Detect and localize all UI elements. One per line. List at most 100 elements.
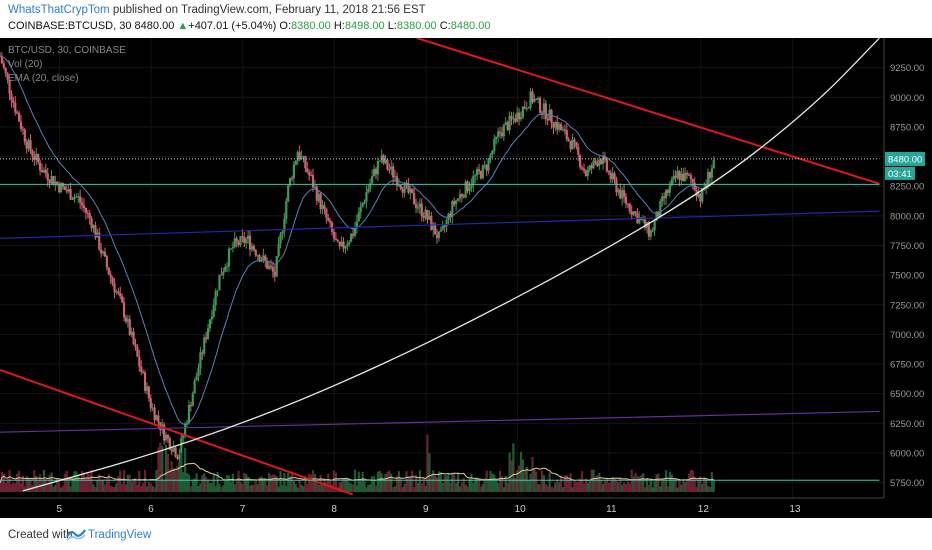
candle-body bbox=[453, 201, 456, 205]
candle-body bbox=[351, 233, 355, 236]
open-label: O: bbox=[279, 20, 292, 32]
volume-bar bbox=[321, 485, 324, 492]
volume-bar bbox=[92, 484, 95, 492]
candle-body bbox=[100, 249, 103, 254]
candle-body bbox=[434, 223, 437, 235]
volume-bar bbox=[476, 477, 479, 492]
candle-body bbox=[481, 165, 484, 179]
volume-bar bbox=[262, 478, 265, 492]
volume-bar bbox=[693, 476, 696, 492]
tradingview-brand[interactable]: TradingView bbox=[88, 529, 152, 541]
volume-bar bbox=[647, 484, 650, 492]
candle-body bbox=[489, 154, 492, 159]
last-price: 8480.00 bbox=[134, 20, 175, 32]
volume-bar bbox=[302, 486, 305, 492]
candle-body bbox=[342, 241, 345, 249]
candle-body bbox=[38, 162, 42, 171]
volume-bar bbox=[254, 478, 257, 492]
candle-body bbox=[77, 196, 80, 198]
candle-body bbox=[466, 181, 469, 192]
volume-bar bbox=[582, 483, 586, 492]
candle-body bbox=[573, 139, 576, 142]
candle-body bbox=[21, 128, 25, 130]
volume-bar bbox=[58, 482, 61, 492]
volume-bar bbox=[447, 473, 450, 492]
volume-bar bbox=[649, 478, 652, 492]
candle-body bbox=[176, 456, 179, 460]
candle-body bbox=[220, 274, 223, 276]
candle-body bbox=[663, 196, 666, 199]
candle-body bbox=[674, 175, 677, 178]
chart-area[interactable]: 9250.009000.008750.008500.008250.008000.… bbox=[0, 37, 932, 518]
volume-bar bbox=[605, 478, 608, 492]
volume-bar bbox=[590, 469, 593, 492]
candle-body bbox=[460, 194, 463, 197]
candle-body bbox=[346, 244, 349, 247]
candle-body bbox=[596, 162, 599, 166]
candle-body bbox=[14, 103, 17, 113]
volume-bar bbox=[409, 477, 412, 492]
volume-bar bbox=[119, 470, 122, 492]
volume-bar bbox=[617, 482, 620, 492]
volume-bar bbox=[458, 486, 462, 492]
volume-bar bbox=[607, 482, 610, 492]
candle-body bbox=[470, 185, 473, 188]
candle-body bbox=[80, 202, 84, 206]
candle-body bbox=[164, 434, 168, 441]
candle-body bbox=[330, 222, 334, 232]
volume-bar bbox=[77, 475, 80, 492]
candle-body bbox=[575, 141, 578, 147]
candle-body bbox=[685, 172, 689, 175]
candle-body bbox=[178, 454, 181, 460]
volume-bar bbox=[535, 471, 538, 492]
volume-bar bbox=[25, 475, 28, 492]
volume-bar bbox=[630, 469, 633, 492]
candle-body bbox=[216, 290, 219, 292]
volume-bar bbox=[430, 475, 433, 492]
red-lower-line bbox=[0, 369, 354, 496]
candle-body bbox=[313, 186, 316, 188]
parabolic-curve bbox=[22, 37, 881, 492]
candle-body bbox=[63, 186, 66, 190]
candle-body bbox=[411, 188, 414, 194]
volume-bar bbox=[42, 469, 45, 492]
volume-bar bbox=[283, 473, 286, 492]
volume-bar bbox=[33, 470, 36, 492]
volume-bar bbox=[220, 487, 223, 492]
symbol-label: COINBASE:BTCUSD, 30 bbox=[8, 20, 132, 32]
volume-bar bbox=[94, 487, 97, 492]
candle-body bbox=[134, 344, 137, 347]
candle-body bbox=[563, 129, 567, 131]
volume-bar bbox=[521, 459, 525, 492]
price-chart[interactable]: 9250.009000.008750.008500.008250.008000.… bbox=[0, 37, 932, 518]
volume-bar bbox=[548, 472, 551, 492]
volume-bar bbox=[403, 483, 406, 492]
volume-bar bbox=[164, 444, 168, 492]
volume-bar bbox=[466, 486, 469, 492]
candle-body bbox=[136, 346, 139, 357]
candle-body bbox=[512, 118, 515, 120]
volume-bar bbox=[684, 482, 687, 492]
candle-body bbox=[519, 117, 523, 120]
candle-body bbox=[227, 248, 231, 267]
volume-bar bbox=[52, 487, 55, 492]
candle-body bbox=[327, 217, 330, 221]
volume-bar bbox=[327, 473, 330, 492]
candle-body bbox=[468, 187, 471, 192]
candle-body bbox=[155, 415, 158, 421]
candle-body bbox=[413, 193, 416, 205]
candle-body bbox=[121, 296, 124, 303]
volume-bar bbox=[577, 481, 580, 492]
candle-body bbox=[163, 424, 166, 441]
candle-body bbox=[37, 153, 40, 163]
volume-bar bbox=[506, 482, 509, 492]
volume-bar bbox=[214, 485, 217, 492]
candle-body bbox=[86, 212, 89, 214]
volume-bar bbox=[290, 471, 294, 492]
candle-body bbox=[682, 173, 685, 182]
volume-bar bbox=[502, 487, 505, 492]
candle-body bbox=[2, 63, 5, 68]
candle-body bbox=[27, 140, 30, 149]
candle-body bbox=[288, 177, 292, 186]
author-link[interactable]: WhatsThatCrypTom bbox=[8, 4, 110, 16]
